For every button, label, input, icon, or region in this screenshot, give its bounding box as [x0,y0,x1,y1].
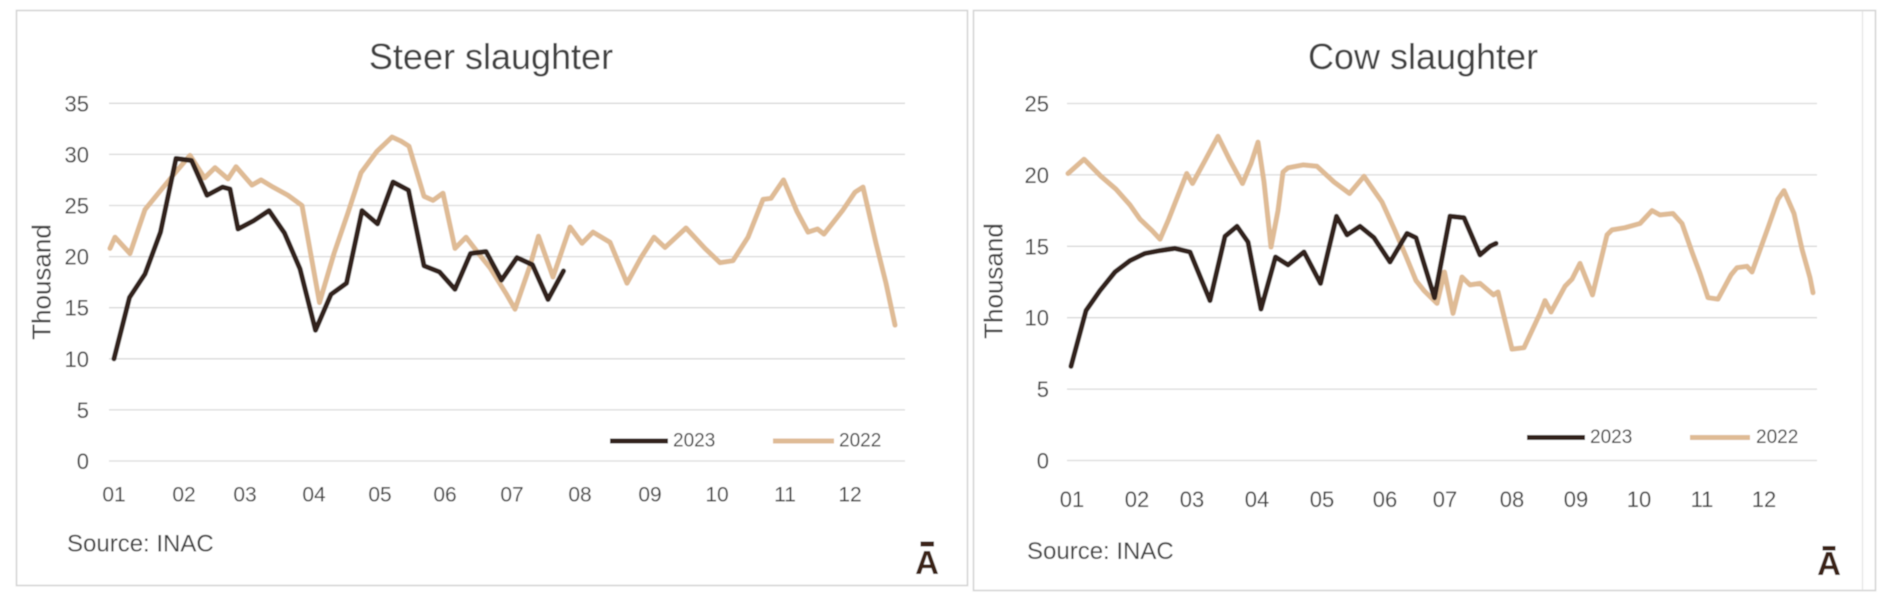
svg-text:Cow slaughter: Cow slaughter [1308,36,1538,77]
svg-text:0: 0 [1037,449,1049,474]
svg-text:35: 35 [65,91,89,116]
svg-text:15: 15 [1025,234,1049,259]
svg-text:05: 05 [1310,487,1334,512]
svg-text:09: 09 [1564,487,1588,512]
svg-text:03: 03 [233,484,256,507]
svg-text:04: 04 [302,484,326,507]
svg-text:2022: 2022 [1756,427,1798,448]
svg-text:07: 07 [500,484,523,507]
svg-text:2022: 2022 [839,431,881,452]
svg-text:12: 12 [838,484,861,507]
svg-text:03: 03 [1180,487,1204,512]
svg-text:2023: 2023 [1590,427,1632,448]
svg-text:Steer slaughter: Steer slaughter [369,36,613,77]
svg-text:10: 10 [1025,306,1049,331]
svg-text:25: 25 [1025,92,1049,117]
svg-text:06: 06 [1373,487,1397,512]
svg-text:09: 09 [638,484,661,507]
svg-text:08: 08 [568,484,591,507]
svg-text:20: 20 [1025,163,1049,188]
svg-text:A: A [915,544,939,581]
svg-text:06: 06 [433,484,456,507]
svg-text:01: 01 [1060,487,1084,512]
svg-text:10: 10 [705,484,728,507]
svg-text:02: 02 [172,484,195,507]
svg-text:30: 30 [65,142,89,167]
svg-text:08: 08 [1500,487,1524,512]
svg-text:Thousand: Thousand [979,223,1009,339]
svg-text:A: A [1817,545,1841,582]
svg-text:05: 05 [368,484,391,507]
svg-text:Source: INAC: Source: INAC [1027,538,1174,565]
svg-text:2023: 2023 [673,431,715,452]
svg-text:0: 0 [77,449,89,474]
svg-text:Thousand: Thousand [27,224,57,340]
svg-text:5: 5 [77,398,89,423]
svg-text:10: 10 [1627,487,1651,512]
svg-text:11: 11 [1691,487,1714,512]
svg-text:02: 02 [1125,487,1149,512]
svg-text:25: 25 [65,194,89,219]
svg-text:12: 12 [1752,487,1776,512]
svg-text:11: 11 [774,484,796,507]
svg-text:04: 04 [1245,487,1269,512]
svg-text:5: 5 [1037,377,1049,402]
svg-text:07: 07 [1433,487,1457,512]
svg-text:15: 15 [65,296,89,321]
svg-text:Source: INAC: Source: INAC [67,531,214,558]
svg-text:01: 01 [102,484,125,507]
svg-text:10: 10 [65,347,89,372]
svg-text:20: 20 [65,245,89,270]
